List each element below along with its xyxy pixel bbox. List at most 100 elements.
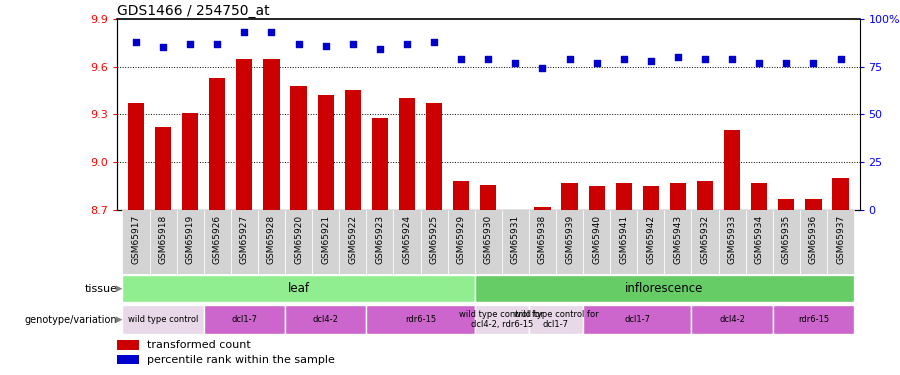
Point: [427, 39, 441, 45]
Bar: [117, 355, 140, 364]
Text: GSM65935: GSM65935: [782, 215, 791, 264]
Bar: [773, 210, 800, 274]
Text: GSM65923: GSM65923: [375, 215, 384, 264]
Bar: [128, 103, 144, 210]
Bar: [117, 340, 140, 350]
Text: GSM65938: GSM65938: [538, 215, 547, 264]
Bar: [832, 178, 849, 210]
Text: GSM65924: GSM65924: [402, 215, 411, 264]
Bar: [480, 184, 497, 210]
Bar: [318, 95, 334, 210]
Bar: [447, 210, 474, 274]
Text: rdr6-15: rdr6-15: [798, 315, 829, 324]
Text: rdr6-15: rdr6-15: [405, 315, 436, 324]
Text: GSM65937: GSM65937: [836, 215, 845, 264]
Bar: [372, 118, 388, 210]
Point: [400, 40, 414, 46]
Bar: [474, 275, 854, 302]
Bar: [583, 305, 691, 334]
Point: [670, 54, 685, 60]
Bar: [122, 305, 203, 334]
Point: [752, 60, 767, 66]
Bar: [691, 305, 773, 334]
Bar: [670, 183, 686, 210]
Bar: [285, 210, 312, 274]
Point: [183, 40, 197, 46]
Bar: [827, 210, 854, 274]
Text: wild type control for
dcl4-2, rdr6-15: wild type control for dcl4-2, rdr6-15: [460, 310, 544, 329]
Bar: [778, 199, 795, 210]
Text: dcl1-7: dcl1-7: [231, 315, 257, 324]
Text: dcl4-2: dcl4-2: [719, 315, 745, 324]
Bar: [366, 305, 474, 334]
Bar: [752, 183, 768, 210]
Text: GSM65925: GSM65925: [429, 215, 438, 264]
Bar: [149, 210, 176, 274]
Bar: [806, 199, 822, 210]
Text: GSM65927: GSM65927: [240, 215, 249, 264]
Text: tissue: tissue: [85, 284, 117, 294]
Bar: [453, 181, 469, 210]
Text: GSM65922: GSM65922: [348, 215, 357, 264]
Bar: [236, 58, 253, 210]
Bar: [718, 210, 746, 274]
Point: [373, 46, 387, 53]
Bar: [529, 210, 556, 274]
Bar: [209, 78, 225, 210]
Bar: [562, 183, 578, 210]
Bar: [230, 210, 258, 274]
Bar: [589, 186, 605, 210]
Text: genotype/variation: genotype/variation: [24, 315, 117, 325]
Bar: [426, 103, 442, 210]
Bar: [155, 127, 171, 210]
Bar: [583, 210, 610, 274]
Text: GSM65926: GSM65926: [212, 215, 221, 264]
Bar: [393, 210, 420, 274]
Bar: [285, 305, 366, 334]
Bar: [399, 98, 415, 210]
Point: [806, 60, 821, 66]
Bar: [616, 183, 632, 210]
Text: percentile rank within the sample: percentile rank within the sample: [147, 355, 335, 364]
Text: GSM65941: GSM65941: [619, 215, 628, 264]
Text: GSM65929: GSM65929: [456, 215, 465, 264]
Bar: [697, 181, 713, 210]
Bar: [746, 210, 773, 274]
Text: GSM65936: GSM65936: [809, 215, 818, 264]
Bar: [529, 305, 583, 334]
Point: [508, 60, 523, 66]
Text: dcl1-7: dcl1-7: [625, 315, 651, 324]
Point: [319, 42, 333, 48]
Bar: [366, 210, 393, 274]
Bar: [291, 86, 307, 210]
Bar: [502, 210, 529, 274]
Text: dcl4-2: dcl4-2: [312, 315, 338, 324]
Bar: [420, 210, 447, 274]
Bar: [610, 210, 637, 274]
Text: transformed count: transformed count: [147, 340, 250, 350]
Point: [724, 56, 739, 62]
Bar: [664, 210, 691, 274]
Bar: [643, 186, 659, 210]
Point: [779, 60, 794, 66]
Text: GSM65921: GSM65921: [321, 215, 330, 264]
Text: wild type control for
dcl1-7: wild type control for dcl1-7: [514, 310, 598, 329]
Text: GSM65933: GSM65933: [727, 215, 736, 264]
Text: wild type control: wild type control: [128, 315, 198, 324]
Point: [129, 39, 143, 45]
Bar: [474, 210, 502, 274]
Point: [590, 60, 604, 66]
Bar: [724, 130, 741, 210]
Bar: [556, 210, 583, 274]
Text: GDS1466 / 254750_at: GDS1466 / 254750_at: [117, 4, 270, 18]
Text: GSM65942: GSM65942: [646, 215, 655, 264]
Text: GSM65939: GSM65939: [565, 215, 574, 264]
Text: GSM65919: GSM65919: [185, 215, 194, 264]
Bar: [264, 58, 280, 210]
Text: inflorescence: inflorescence: [626, 282, 704, 295]
Bar: [345, 90, 361, 210]
Text: GSM65932: GSM65932: [700, 215, 709, 264]
Point: [238, 29, 252, 35]
Point: [210, 40, 224, 46]
Point: [698, 56, 712, 62]
